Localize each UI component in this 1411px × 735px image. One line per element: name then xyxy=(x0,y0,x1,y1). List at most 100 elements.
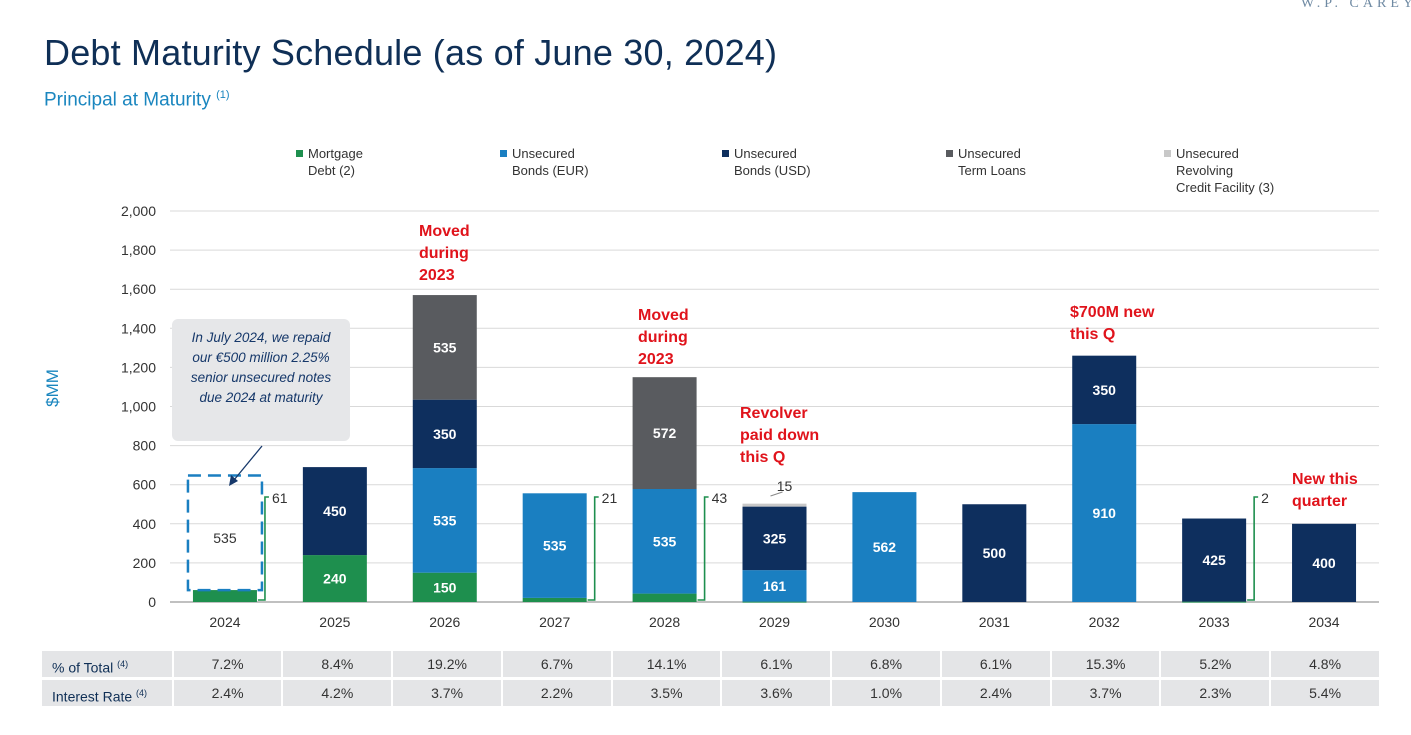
bar-segment xyxy=(302,555,367,602)
table-cell: 6.1% xyxy=(941,651,1050,677)
bar-segment xyxy=(742,570,807,602)
table-cell: 6.8% xyxy=(832,651,940,677)
bar-value-label: 562 xyxy=(873,539,897,555)
annotation-text: during xyxy=(638,329,688,346)
annotation-text: Moved xyxy=(638,307,689,324)
bar-segment xyxy=(1182,518,1247,602)
legend-label: Term Loans xyxy=(958,163,1026,178)
bar-segment xyxy=(1072,424,1137,602)
legend-label: Revolving xyxy=(1176,163,1233,178)
bar-value-label: 535 xyxy=(433,339,457,355)
metrics-table: % of Total (4) 7.2% 8.4% 19.2% 6.7% 14.1… xyxy=(42,651,1379,709)
repayment-callout: In July 2024, we repaid our €500 million… xyxy=(172,319,350,441)
legend-label: Unsecured xyxy=(958,146,1021,161)
bracket-line xyxy=(587,496,599,601)
table-row-percent-of-total: % of Total (4) 7.2% 8.4% 19.2% 6.7% 14.1… xyxy=(42,651,1379,677)
row-label-note: (4) xyxy=(136,688,148,698)
y-tick-label: 1,400 xyxy=(121,320,156,336)
table-cell: 6.7% xyxy=(502,651,611,677)
callout-text: In July 2024, we repaid our €500 million… xyxy=(190,330,332,405)
y-tick-label: 1,200 xyxy=(121,359,156,375)
x-tick-label: 2029 xyxy=(759,614,790,630)
bracket-line xyxy=(697,496,709,601)
annotation-text: paid down xyxy=(740,427,819,444)
y-tick-label: 1,600 xyxy=(121,281,156,297)
bar-segment xyxy=(302,467,367,556)
annotation-text: $700M new xyxy=(1070,304,1155,321)
bar-segment xyxy=(742,506,807,571)
bar-value-label: 425 xyxy=(1202,552,1226,568)
x-tick-label: 2024 xyxy=(209,614,240,630)
x-tick-label: 2031 xyxy=(979,614,1010,630)
legend-swatch xyxy=(722,150,729,157)
legend-label: Unsecured xyxy=(1176,146,1239,161)
y-tick-label: 400 xyxy=(133,516,157,532)
legend-label: Bonds (EUR) xyxy=(512,163,589,178)
bar-segment xyxy=(522,597,587,602)
row-label-text: Interest Rate xyxy=(52,688,133,705)
bar-value-label: 535 xyxy=(653,533,677,549)
top-label-leader xyxy=(770,491,783,497)
legend-swatch xyxy=(296,150,303,157)
bar-segment xyxy=(632,377,697,490)
annotation-text: this Q xyxy=(1070,326,1115,343)
bar-value-label: 535 xyxy=(543,538,567,554)
legend-swatch xyxy=(1164,150,1171,157)
bar-value-label: 325 xyxy=(763,530,787,546)
bar-value-label: 572 xyxy=(653,425,677,441)
annotation-text: quarter xyxy=(1292,493,1347,510)
bar-value-label: 450 xyxy=(323,503,347,519)
bracket-line xyxy=(1247,496,1259,601)
table-cell: 3.7% xyxy=(393,680,501,706)
y-tick-label: 0 xyxy=(148,594,156,610)
bar-segment xyxy=(742,503,807,507)
table-cell: 2.2% xyxy=(502,680,611,706)
top-value-label: 15 xyxy=(777,478,793,494)
legend-label: Bonds (USD) xyxy=(734,163,811,178)
table-cell: 14.1% xyxy=(612,651,721,677)
x-tick-label: 2034 xyxy=(1308,614,1339,630)
y-axis-label: $MM xyxy=(43,369,62,407)
x-tick-label: 2032 xyxy=(1089,614,1120,630)
bar-segment xyxy=(412,572,477,602)
bar-value-label: 910 xyxy=(1093,505,1117,521)
subtitle-footnote: (1) xyxy=(216,89,230,101)
table-cell: 3.7% xyxy=(1051,680,1160,706)
bar-value-label: 350 xyxy=(1093,382,1117,398)
bar-segment xyxy=(412,468,477,573)
bar-segment xyxy=(412,295,477,400)
bracket-label: 43 xyxy=(712,490,728,506)
row-label: Interest Rate (4) xyxy=(42,680,172,706)
y-tick-label: 1,800 xyxy=(121,242,156,258)
legend-label: Unsecured xyxy=(734,146,797,161)
repaid-notes-box xyxy=(186,474,264,592)
bar-value-label: 400 xyxy=(1312,555,1336,571)
table-cell: 7.2% xyxy=(173,651,282,677)
row-label: % of Total (4) xyxy=(42,651,172,677)
legend-label: Credit Facility (3) xyxy=(1176,180,1274,195)
table-cell: 15.3% xyxy=(1051,651,1160,677)
table-cell: 5.2% xyxy=(1161,651,1270,677)
x-tick-label: 2026 xyxy=(429,614,460,630)
row-label-note: (4) xyxy=(117,659,129,669)
bar-value-label: 150 xyxy=(433,579,457,595)
table-cell: 3.6% xyxy=(722,680,831,706)
table-cell: 3.5% xyxy=(612,680,721,706)
table-cell: 4.8% xyxy=(1271,651,1379,677)
table-cell: 8.4% xyxy=(283,651,392,677)
bracket-label: 21 xyxy=(602,490,618,506)
x-tick-label: 2027 xyxy=(539,614,570,630)
table-cell: 2.4% xyxy=(173,680,282,706)
repaid-notes-value: 535 xyxy=(213,530,237,546)
annotation-text: 2023 xyxy=(419,267,455,284)
annotation-text: Revolver xyxy=(740,405,808,422)
annotation-text: 2023 xyxy=(638,351,674,368)
table-cell: 5.4% xyxy=(1271,680,1379,706)
table-cell: 19.2% xyxy=(393,651,501,677)
x-tick-label: 2033 xyxy=(1199,614,1230,630)
bar-segment xyxy=(1292,523,1357,602)
bar-segment xyxy=(192,590,257,602)
bracket-label: 2 xyxy=(1261,490,1269,506)
bar-segment xyxy=(632,489,697,594)
